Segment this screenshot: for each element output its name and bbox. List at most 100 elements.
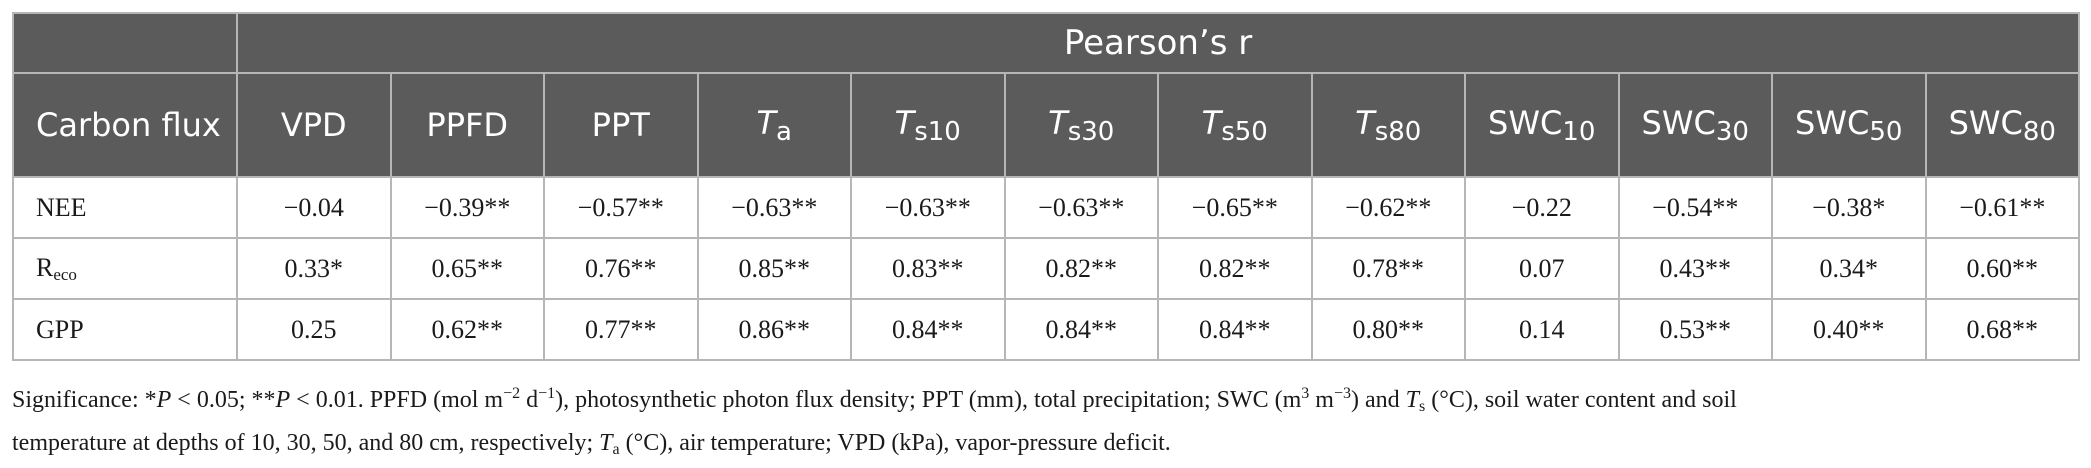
- footnote-segment: (°C), air temperature; VPD (kPa), vapor-…: [619, 430, 1171, 456]
- footnote-segment: a: [612, 441, 620, 458]
- table-cell: 0.77**: [543, 298, 699, 361]
- table-cell: −0.65**: [1157, 176, 1313, 239]
- table-cell: 0.68**: [1924, 298, 2081, 361]
- table-cell: 0.84**: [850, 298, 1006, 361]
- table-cell: 0.62**: [389, 298, 545, 361]
- column-header-base: SWC: [1948, 103, 2023, 142]
- column-header-subscript: 10: [1562, 116, 1596, 147]
- table-cell: 0.43**: [1617, 237, 1773, 300]
- table-row: GPP 0.25 0.62** 0.77** 0.86** 0.84** 0.84** 0.8…: [12, 298, 2081, 361]
- table-cell: −0.22: [1464, 176, 1620, 239]
- table-cell: −0.54**: [1617, 176, 1773, 239]
- group-header-label: Pearson’s r: [1063, 23, 1253, 63]
- footnote-segment: m: [1309, 387, 1334, 413]
- column-header-subscript: 80: [2022, 116, 2056, 147]
- column-header: Ts50: [1157, 72, 1313, 178]
- column-header: PPFD: [389, 72, 545, 178]
- column-header-base: T: [894, 103, 915, 142]
- column-header: SWC80: [1924, 72, 2081, 178]
- footnote-segment: 3: [1301, 385, 1310, 402]
- table-cell: −0.38*: [1771, 176, 1927, 239]
- column-header: VPD: [236, 72, 392, 178]
- table-row: Reco 0.33* 0.65** 0.76** 0.85** 0.83** 0.82** 0…: [12, 237, 2081, 300]
- column-header-base: SWC: [1488, 103, 1563, 142]
- table-cell: 0.78**: [1310, 237, 1466, 300]
- table-cell: 0.84**: [1003, 298, 1159, 361]
- table-cell: 0.34*: [1771, 237, 1927, 300]
- row-header: Carbon flux: [12, 72, 238, 178]
- table-cell: 0.82**: [1003, 237, 1159, 300]
- column-header-base: T: [1355, 103, 1375, 142]
- table-cell: −0.63**: [850, 176, 1006, 239]
- table-cell: 0.60**: [1924, 237, 2081, 300]
- footnote-segment: P: [275, 387, 291, 413]
- table-cell: −0.61**: [1924, 176, 2081, 239]
- footnote-segment: < 0.01. PPFD (mol m: [290, 387, 504, 413]
- row-label: Reco: [12, 237, 238, 300]
- column-header: SWC50: [1771, 72, 1927, 178]
- table-cell: 0.33*: [236, 237, 392, 300]
- table-cell: −0.57**: [543, 176, 699, 239]
- column-header-base: PPT: [591, 106, 650, 144]
- table-row: NEE −0.04 −0.39** −0.57** −0.63** −0.63** −0.6…: [12, 176, 2081, 239]
- row-label: GPP: [12, 298, 238, 361]
- column-header-base: T: [1201, 103, 1222, 142]
- column-header-base: T: [756, 103, 777, 142]
- row-header-label: Carbon flux: [36, 106, 221, 144]
- correlation-table: Pearson’s r Carbon flux VPD PPFD PPT Ta Ts10…: [12, 12, 2081, 361]
- table-cell: 0.85**: [696, 237, 852, 300]
- column-header-subscript: s80: [1374, 116, 1422, 147]
- table-cell: −0.62**: [1310, 176, 1466, 239]
- table-footnote: Significance: *P < 0.05; **P < 0.01. PPF…: [12, 376, 2078, 468]
- table-cell: −0.63**: [1003, 176, 1159, 239]
- group-header: Pearson’s r: [235, 12, 2081, 74]
- row-label: NEE: [12, 176, 238, 239]
- table-cell: 0.82**: [1157, 237, 1313, 300]
- table-cell: −0.39**: [389, 176, 545, 239]
- column-header: SWC10: [1464, 72, 1620, 178]
- column-header-subscript: s50: [1221, 116, 1268, 147]
- column-header: Ts10: [850, 72, 1006, 178]
- column-header-base: VPD: [280, 106, 347, 144]
- table-cell: 0.76**: [543, 237, 699, 300]
- footnote-segment: Significance: *: [12, 387, 157, 413]
- column-header-subscript: s30: [1067, 116, 1115, 147]
- row-label-text: GPP: [36, 314, 84, 344]
- table-cell: −0.04: [236, 176, 392, 239]
- row-label-text: R: [36, 252, 54, 282]
- footnote-segment: −2: [503, 385, 521, 402]
- footnote-segment: temperature at depths of 10, 30, 50, and…: [12, 430, 600, 456]
- column-header: SWC30: [1617, 72, 1773, 178]
- table-cell: 0.53**: [1617, 298, 1773, 361]
- footnote-line-2: temperature at depths of 10, 30, 50, and…: [12, 425, 2078, 468]
- table-cell: −0.63**: [696, 176, 852, 239]
- footnote-segment: ) and: [1351, 387, 1406, 413]
- column-header-subscript: 30: [1715, 116, 1749, 147]
- table-cell: 0.86**: [696, 298, 852, 361]
- footnote-segment: s: [1419, 398, 1426, 415]
- table-cell: 0.07: [1464, 237, 1620, 300]
- footnote-segment: P: [156, 387, 172, 413]
- table-cell: 0.84**: [1157, 298, 1313, 361]
- column-header: PPT: [543, 72, 699, 178]
- row-label-subscript: eco: [53, 264, 77, 284]
- column-header-base: SWC: [1641, 103, 1716, 142]
- table-cell: 0.65**: [389, 237, 545, 300]
- footnote-segment: T: [1405, 387, 1420, 413]
- column-header: Ts80: [1310, 72, 1466, 178]
- table-cell: 0.40**: [1771, 298, 1927, 361]
- correlation-table-container: Pearson’s r Carbon flux VPD PPFD PPT Ta Ts10…: [12, 12, 2081, 361]
- table-cell: 0.83**: [850, 237, 1006, 300]
- column-header-base: PPFD: [426, 106, 509, 144]
- column-header-subscript: 50: [1869, 116, 1903, 147]
- footnote-segment: T: [599, 430, 613, 456]
- footnote-segment: < 0.05; **: [171, 387, 276, 413]
- footnote-segment: −1: [538, 385, 556, 402]
- column-header: Ta: [696, 72, 852, 178]
- footnote-segment: ), photosynthetic photon flux density; P…: [555, 387, 1302, 413]
- column-header-base: T: [1048, 103, 1068, 142]
- table-cell: 0.14: [1464, 298, 1620, 361]
- footnote-segment: d: [520, 387, 539, 413]
- footnote-line-1: Significance: *P < 0.05; **P < 0.01. PPF…: [12, 376, 2078, 425]
- footnote-segment: −3: [1333, 385, 1351, 402]
